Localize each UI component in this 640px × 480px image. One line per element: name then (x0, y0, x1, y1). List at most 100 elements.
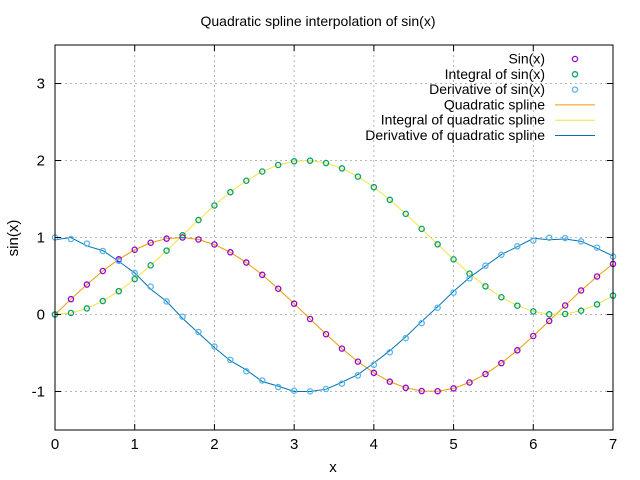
data-point-sin-x (179, 234, 186, 241)
data-point-derivative-of-sin-x (498, 251, 505, 258)
data-point-sin-x (545, 317, 553, 325)
data-point-derivative-of-sin-x (274, 383, 282, 391)
data-point-integral-of-sin-x (163, 247, 170, 254)
data-point-integral-of-sin-x (274, 161, 282, 169)
data-point-derivative-of-sin-x (306, 388, 314, 395)
data-point-derivative-of-sin-x (482, 262, 489, 269)
data-point-sin-x (306, 315, 314, 323)
data-point-integral-of-sin-x (211, 202, 218, 209)
data-point-integral-of-sin-x (67, 309, 75, 317)
data-point-integral-of-sin-x (83, 305, 91, 312)
data-point-sin-x (163, 235, 170, 242)
data-point-sin-x (354, 358, 362, 365)
data-point-integral-of-sin-x (386, 196, 394, 204)
data-point-integral-of-sin-x (530, 308, 537, 315)
data-point-derivative-of-sin-x (83, 240, 91, 247)
data-point-derivative-of-sin-x (195, 328, 202, 336)
data-point-derivative-of-sin-x (179, 313, 186, 320)
data-point-integral-of-sin-x (561, 310, 569, 318)
data-point-sin-x (227, 249, 234, 256)
data-point-derivative-of-sin-x (466, 275, 473, 282)
data-point-integral-of-sin-x (498, 294, 505, 301)
data-point-sin-x (274, 285, 282, 292)
data-point-derivative-of-sin-x (386, 348, 394, 356)
data-point-integral-of-sin-x (482, 283, 489, 290)
data-point-sin-x (83, 281, 91, 288)
data-point-sin-x (195, 236, 202, 243)
data-point-derivative-of-sin-x (227, 356, 234, 364)
x-tick-label: 1 (131, 436, 139, 453)
data-point-sin-x (99, 267, 107, 275)
y-tick-label: 0 (37, 307, 45, 324)
data-point-derivative-of-sin-x (131, 269, 138, 277)
legend-marker (571, 55, 579, 63)
data-point-derivative-of-sin-x (593, 244, 601, 251)
data-point-derivative-of-sin-x (561, 234, 569, 242)
data-point-derivative-of-sin-x (338, 380, 346, 387)
data-point-integral-of-sin-x (115, 287, 123, 295)
data-point-sin-x (322, 330, 330, 338)
x-axis-title: x (329, 459, 337, 476)
data-point-sin-x (402, 384, 409, 392)
data-point-integral-of-sin-x (147, 262, 154, 269)
data-point-integral-of-sin-x (450, 256, 457, 263)
data-point-integral-of-sin-x (338, 165, 346, 172)
data-point-derivative-of-sin-x (545, 234, 553, 241)
data-point-sin-x (67, 295, 75, 303)
y-tick-label: 1 (37, 230, 45, 247)
data-point-sin-x (450, 385, 457, 392)
data-point-integral-of-sin-x (354, 173, 362, 180)
data-point-derivative-of-sin-x (402, 334, 409, 342)
chart-title: Quadratic spline interpolation of sin(x) (200, 13, 435, 29)
data-point-derivative-of-sin-x (530, 237, 537, 244)
data-point-integral-of-sin-x (418, 225, 425, 233)
data-point-sin-x (514, 347, 521, 354)
data-point-integral-of-sin-x (322, 159, 330, 167)
data-point-sin-x (259, 271, 266, 279)
data-point-derivative-of-sin-x (370, 361, 378, 369)
legend-label: Sin(x) (508, 51, 545, 67)
legend-label: Integral of sin(x) (445, 66, 545, 82)
data-point-sin-x (593, 273, 601, 280)
data-point-sin-x (482, 370, 489, 378)
data-point-derivative-of-sin-x (577, 238, 585, 245)
x-tick-label: 0 (51, 436, 59, 453)
data-point-derivative-of-sin-x (354, 372, 362, 379)
data-point-integral-of-sin-x (370, 183, 378, 191)
legend-label: Quadratic spline (444, 96, 545, 112)
data-point-integral-of-sin-x (99, 297, 107, 305)
legend-label: Integral of quadratic spline (381, 112, 545, 128)
data-point-integral-of-sin-x (131, 275, 138, 283)
data-point-integral-of-sin-x (195, 216, 202, 224)
data-point-sin-x (370, 369, 378, 377)
data-point-sin-x (290, 300, 298, 307)
legend: Sin(x)Integral of sin(x)Derivative of si… (365, 51, 595, 143)
data-point-derivative-of-sin-x (322, 385, 330, 393)
data-point-integral-of-sin-x (514, 302, 521, 309)
data-point-integral-of-sin-x (577, 307, 585, 314)
data-point-sin-x (466, 379, 473, 386)
data-point-sin-x (498, 359, 505, 367)
data-point-derivative-of-sin-x (67, 235, 75, 243)
x-tick-label: 6 (529, 436, 537, 453)
data-point-sin-x (338, 345, 346, 352)
grid (55, 45, 613, 430)
data-point-sin-x (147, 239, 154, 246)
data-point-derivative-of-sin-x (243, 367, 250, 375)
x-tick-label: 5 (449, 436, 457, 453)
data-point-sin-x (434, 387, 441, 395)
data-point-derivative-of-sin-x (434, 304, 441, 311)
data-point-sin-x (243, 259, 250, 266)
x-tick-label: 4 (370, 436, 378, 453)
data-point-sin-x (577, 287, 585, 294)
ticks: 0 1 2 3 4 5 6 7 -1 0 1 2 3 (32, 45, 617, 453)
legend-label: Derivative of quadratic spline (365, 127, 545, 143)
data-point-integral-of-sin-x (259, 168, 266, 175)
data-point-integral-of-sin-x (179, 232, 186, 239)
data-point-sin-x (530, 332, 537, 340)
data-point-derivative-of-sin-x (418, 319, 425, 327)
data-point-derivative-of-sin-x (115, 257, 123, 265)
y-tick-label: 3 (37, 76, 45, 93)
data-point-integral-of-sin-x (243, 177, 250, 185)
